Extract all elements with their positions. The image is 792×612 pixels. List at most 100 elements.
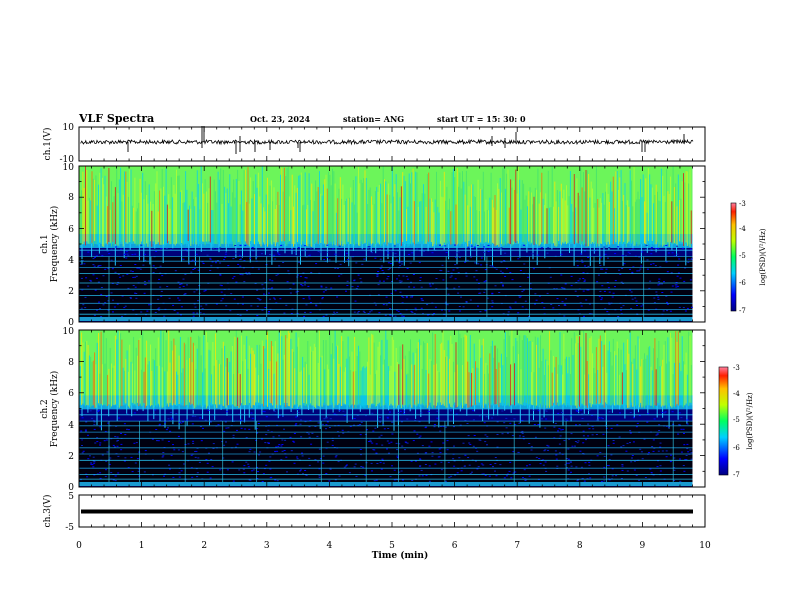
spectrogram-speckle <box>338 275 341 277</box>
spectrogram-speckle <box>249 258 252 260</box>
spectrogram-speckle <box>560 274 563 276</box>
spectrogram-speckle <box>105 439 108 441</box>
spectrogram-speckle <box>470 245 473 247</box>
spectrogram-speckle <box>163 475 165 477</box>
spectrogram-speckle <box>225 251 228 253</box>
spectrogram-speckle <box>250 305 253 307</box>
spectrogram-speckle <box>304 284 306 286</box>
spectrogram-speckle <box>241 274 244 276</box>
spectrogram-speckle <box>159 265 162 267</box>
spectrogram-speckle <box>535 456 538 458</box>
spectrogram-speckle <box>683 444 686 446</box>
spectrogram-speckle <box>670 454 672 456</box>
spectrogram-speckle <box>329 468 332 470</box>
spectrogram-speckle <box>657 298 660 300</box>
spectrogram-speckle <box>634 297 637 299</box>
spectrogram-speckle <box>496 421 499 423</box>
spectrogram-speckle <box>192 269 195 270</box>
spectrogram-speckle <box>439 426 442 427</box>
spectrogram-speckle <box>104 475 107 477</box>
spectrogram-speckle <box>299 470 301 472</box>
ch2-ytick-2: 2 <box>68 452 74 462</box>
spectrogram-speckle <box>192 442 195 444</box>
x-tick-label-1: 1 <box>139 541 145 551</box>
spectrogram-speckle <box>453 460 456 462</box>
spectrogram-speckle <box>534 303 536 305</box>
spectrogram-speckle <box>110 248 113 250</box>
spectrogram-speckle <box>102 304 105 306</box>
spectrogram-speckle <box>555 454 558 456</box>
spectrogram-speckle <box>465 275 468 277</box>
spectrogram-speckle <box>424 427 427 429</box>
spectrogram-speckle <box>326 244 329 246</box>
spectrogram-speckle <box>604 308 607 310</box>
spectrogram-speckle <box>414 307 417 309</box>
spectrogram-speckle <box>97 409 100 411</box>
spectrogram-speckle <box>650 472 653 474</box>
spectrogram-speckle <box>308 426 311 428</box>
spectrogram-speckle <box>564 464 567 466</box>
spectrogram-speckle <box>190 271 193 273</box>
spectrogram-speckle <box>530 449 533 451</box>
spectrogram-speckle <box>378 280 381 282</box>
spectrogram-speckle <box>391 421 394 423</box>
spectrogram-speckle <box>511 435 514 436</box>
spectrogram-speckle <box>316 435 319 437</box>
spectrogram-speckle <box>630 291 633 293</box>
spectrogram-speckle <box>593 250 596 252</box>
ch1-colorbar <box>730 202 737 312</box>
spectrogram-speckle <box>177 281 180 283</box>
spectrogram-speckle <box>276 450 279 452</box>
spectrogram-speckle <box>208 452 210 454</box>
spectrogram-speckle <box>496 446 499 448</box>
spectrogram-speckle <box>501 433 504 435</box>
spectrogram-speckle <box>562 287 564 289</box>
spectrogram-speckle <box>398 280 401 282</box>
spectrogram-speckle <box>655 291 658 293</box>
spectrogram-speckle <box>387 276 390 277</box>
spectrogram-speckle <box>558 443 561 445</box>
spectrogram-speckle <box>467 246 470 248</box>
spectrogram-speckle <box>396 455 399 457</box>
spectrogram-speckle <box>302 298 305 300</box>
spectrogram-speckle <box>678 306 681 308</box>
spectrogram-speckle <box>400 263 403 265</box>
spectrogram-speckle <box>591 425 594 427</box>
spectrogram-speckle <box>652 263 655 265</box>
spectrogram-speckle <box>275 446 278 448</box>
spectrogram-speckle <box>126 253 129 255</box>
spectrogram-speckle <box>690 452 693 454</box>
ch1-colorbar-tick-5: -5 <box>739 252 746 260</box>
spectrogram-speckle <box>479 292 482 294</box>
spectrogram-speckle <box>419 250 422 252</box>
spectrogram-speckle <box>236 443 239 445</box>
spectrogram-speckle <box>280 445 283 447</box>
spectrogram-speckle <box>205 304 208 306</box>
ch1-waveform-trace <box>80 126 694 154</box>
spectrogram-speckle <box>96 441 99 443</box>
spectrogram-speckle <box>455 256 457 258</box>
spectrogram-speckle <box>611 475 614 477</box>
start-time-label: start UT = 15: 30: 0 <box>437 114 526 124</box>
spectrogram-speckle <box>620 446 623 448</box>
spectrogram-speckle <box>507 314 510 316</box>
spectrogram-speckle <box>603 246 606 248</box>
spectrogram-speckle <box>304 311 306 313</box>
spectrogram-speckle <box>184 293 187 295</box>
spectrogram-speckle <box>567 469 570 471</box>
spectrogram-speckle <box>582 442 585 444</box>
spectrogram-speckle <box>90 462 93 464</box>
spectrogram-speckle <box>135 297 138 299</box>
spectrogram-speckle <box>540 247 543 249</box>
spectrogram-speckle <box>518 296 521 298</box>
spectrogram-speckle <box>506 432 509 434</box>
spectrogram-speckle <box>100 287 103 288</box>
spectrogram-speckle <box>621 469 624 471</box>
spectrogram-speckle <box>116 303 119 305</box>
spectrogram-speckle <box>93 421 96 423</box>
spectrogram-speckle <box>201 308 204 310</box>
spectrogram-speckle <box>410 281 412 283</box>
spectrogram-speckle <box>425 452 428 454</box>
spectrogram-speckle <box>629 430 632 432</box>
spectrogram-speckle <box>680 428 683 430</box>
